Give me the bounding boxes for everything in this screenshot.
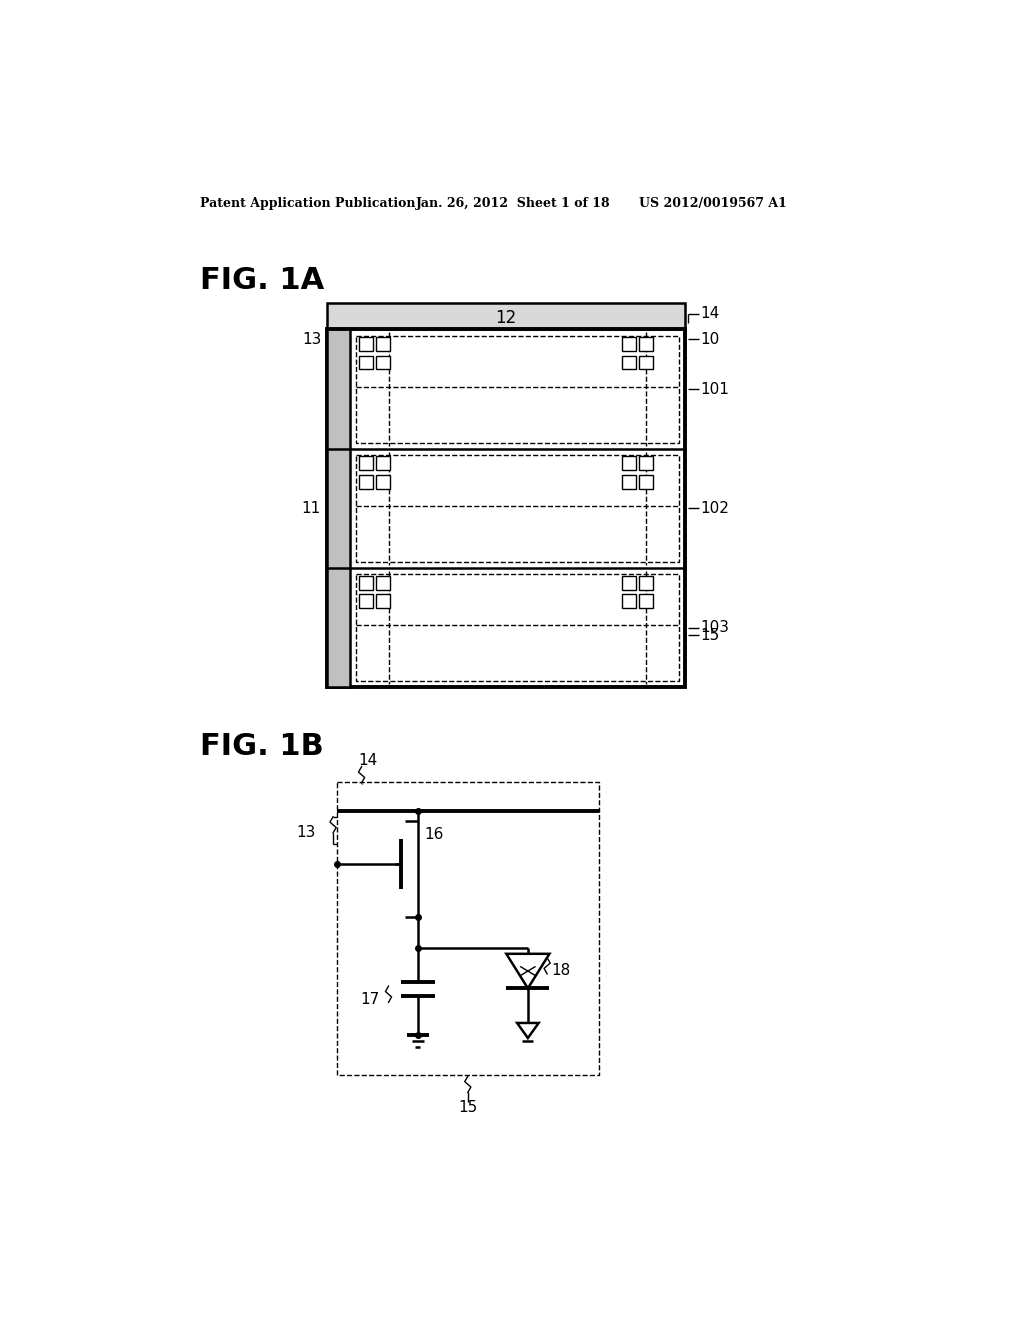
- Bar: [622, 594, 636, 609]
- Text: 15: 15: [700, 628, 720, 643]
- Bar: [356, 574, 679, 681]
- Bar: [359, 457, 373, 470]
- Text: 14: 14: [700, 306, 720, 322]
- Bar: [376, 576, 390, 590]
- Text: 17: 17: [360, 991, 379, 1007]
- Bar: [359, 337, 373, 351]
- Bar: [622, 355, 636, 370]
- Bar: [327, 304, 685, 333]
- Text: 14: 14: [358, 752, 378, 768]
- Bar: [337, 781, 599, 1074]
- Bar: [639, 457, 652, 470]
- Bar: [376, 337, 390, 351]
- Text: FIG. 1B: FIG. 1B: [200, 733, 324, 762]
- Bar: [622, 457, 636, 470]
- Bar: [359, 355, 373, 370]
- Bar: [639, 475, 652, 488]
- Text: US 2012/0019567 A1: US 2012/0019567 A1: [639, 197, 786, 210]
- Text: 102: 102: [700, 500, 729, 516]
- Text: Patent Application Publication: Patent Application Publication: [200, 197, 416, 210]
- Bar: [639, 576, 652, 590]
- Bar: [376, 457, 390, 470]
- Text: 11: 11: [301, 500, 321, 516]
- Bar: [327, 330, 685, 688]
- Bar: [356, 455, 679, 562]
- Bar: [359, 576, 373, 590]
- Bar: [639, 337, 652, 351]
- Text: 18: 18: [551, 964, 570, 978]
- Text: 12: 12: [496, 309, 516, 327]
- Bar: [639, 594, 652, 609]
- Text: 101: 101: [700, 381, 729, 396]
- Bar: [376, 355, 390, 370]
- Bar: [376, 594, 390, 609]
- Text: 15: 15: [458, 1100, 477, 1114]
- Bar: [359, 475, 373, 488]
- Text: FIG. 1A: FIG. 1A: [200, 267, 325, 296]
- Text: 10: 10: [700, 331, 720, 347]
- Bar: [356, 335, 679, 442]
- Text: Jan. 26, 2012  Sheet 1 of 18: Jan. 26, 2012 Sheet 1 of 18: [416, 197, 610, 210]
- Text: 13: 13: [296, 825, 315, 840]
- Bar: [639, 355, 652, 370]
- Bar: [359, 594, 373, 609]
- Bar: [622, 576, 636, 590]
- Text: 16: 16: [424, 826, 443, 842]
- Bar: [327, 330, 350, 688]
- Text: 103: 103: [700, 620, 729, 635]
- Text: 13: 13: [302, 331, 322, 347]
- Bar: [622, 337, 636, 351]
- Bar: [376, 475, 390, 488]
- Bar: [622, 475, 636, 488]
